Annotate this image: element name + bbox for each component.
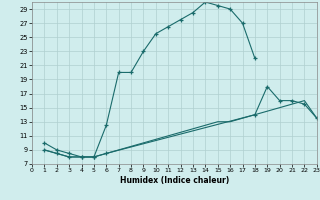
X-axis label: Humidex (Indice chaleur): Humidex (Indice chaleur)	[120, 176, 229, 185]
